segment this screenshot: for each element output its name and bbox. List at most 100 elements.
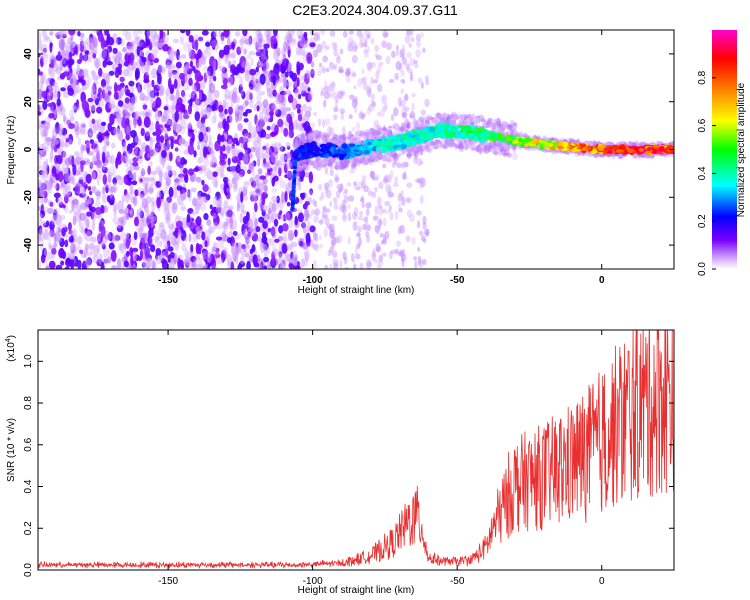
heatmap-cell (42, 53, 49, 58)
heatmap-cell (401, 57, 407, 66)
heatmap-cell (390, 50, 396, 59)
heatmap-cell (111, 265, 118, 269)
heatmap-cell (72, 163, 77, 176)
heatmap-cell (366, 107, 371, 116)
heatmap-cell (185, 30, 191, 37)
heatmap-cell (184, 262, 190, 268)
heatmap-cell (156, 196, 161, 209)
heatmap-cell (332, 42, 337, 50)
heatmap-cell (190, 187, 197, 193)
heatmap-cell (142, 258, 149, 269)
heatmap-cell (274, 161, 280, 167)
heatmap-cell (395, 49, 400, 57)
heatmap-cell (304, 248, 310, 260)
heatmap-cell (194, 39, 199, 51)
heatmap-cell (187, 168, 194, 176)
heatmap-cell (309, 225, 316, 233)
heatmap-cell (404, 161, 409, 168)
heatmap-cell (79, 32, 85, 38)
heatmap-cell (150, 30, 158, 39)
heatmap-cell (491, 149, 496, 154)
heatmap-cell (281, 243, 288, 254)
heatmap-cell (329, 264, 333, 269)
heatmap-cell (449, 139, 456, 148)
heatmap-cell (413, 59, 418, 65)
heatmap-cell (143, 176, 150, 188)
heatmap-cell (261, 204, 268, 213)
heatmap-cell (51, 207, 56, 214)
heatmap-cell (42, 47, 47, 53)
heatmap-cell (197, 156, 204, 164)
heatmap-cell (83, 217, 90, 227)
heatmap-cell (265, 147, 272, 154)
heatmap-cell (106, 35, 110, 46)
heatmap-cell (171, 235, 177, 245)
heatmap-cell (74, 184, 80, 194)
heatmap-cell (300, 258, 305, 268)
heatmap-cell (310, 61, 315, 68)
heatmap-cell (117, 50, 123, 60)
heatmap-cell (251, 232, 259, 242)
heatmap-cell (46, 79, 50, 85)
heatmap-cell (139, 222, 145, 228)
heatmap-cell (251, 244, 256, 253)
heatmap-cell (241, 61, 247, 69)
heatmap-cell (106, 60, 113, 66)
heatmap-cell (340, 90, 346, 96)
heatmap-cell (249, 100, 254, 108)
heatmap-cell (38, 146, 42, 155)
heatmap-cell (140, 127, 145, 137)
heatmap-cell (252, 83, 257, 92)
heatmap-cell (120, 38, 125, 47)
heatmap-cell (418, 230, 424, 236)
heatmap-cell (61, 58, 67, 65)
heatmap-cell (64, 266, 70, 269)
heatmap-cell (116, 225, 124, 233)
heatmap-cell (81, 79, 86, 86)
heatmap-cell (64, 141, 69, 148)
heatmap-cell (68, 122, 75, 130)
heatmap-cell (139, 92, 146, 101)
heatmap-cell (72, 215, 77, 226)
heatmap-cell (284, 211, 291, 222)
heatmap-cell (395, 72, 399, 80)
heatmap-cell (145, 82, 153, 88)
heatmap-cell (254, 144, 260, 153)
heatmap-cell (57, 124, 64, 136)
heatmap-cell (49, 31, 54, 36)
heatmap-cell (55, 182, 60, 192)
heatmap-cell (61, 227, 66, 237)
heatmap-cell (140, 243, 145, 250)
heatmap-cell (60, 87, 66, 92)
heatmap-cell (204, 170, 209, 177)
heatmap-cell (126, 65, 131, 73)
heatmap-cell (166, 210, 171, 220)
heatmap-cell (287, 62, 292, 73)
heatmap-cell (42, 37, 47, 43)
heatmap-cell (80, 143, 85, 154)
heatmap-cell (94, 75, 101, 80)
heatmap-cell (231, 149, 236, 159)
heatmap-cell (255, 30, 261, 38)
heatmap-cell (402, 174, 408, 180)
heatmap-cell (392, 182, 399, 188)
heatmap-cell (184, 110, 189, 120)
heatmap-cell (268, 238, 275, 247)
heatmap-cell (295, 103, 302, 109)
heatmap-cell (333, 201, 339, 211)
heatmap-cell (415, 49, 421, 58)
heatmap-cell (306, 213, 312, 218)
heatmap-cell (69, 38, 74, 49)
heatmap-cell (419, 194, 424, 205)
heatmap-cell (218, 237, 225, 250)
heatmap-cell (228, 114, 234, 122)
heatmap-cell (322, 66, 326, 74)
heatmap-cell (99, 241, 106, 247)
heatmap-cell (76, 235, 83, 245)
heatmap-cell (136, 36, 140, 42)
heatmap-cell (180, 30, 186, 34)
heatmap-cell (230, 246, 238, 256)
heatmap-cell (273, 49, 280, 61)
heatmap-cell (89, 243, 95, 255)
heatmap-cell (256, 254, 261, 263)
